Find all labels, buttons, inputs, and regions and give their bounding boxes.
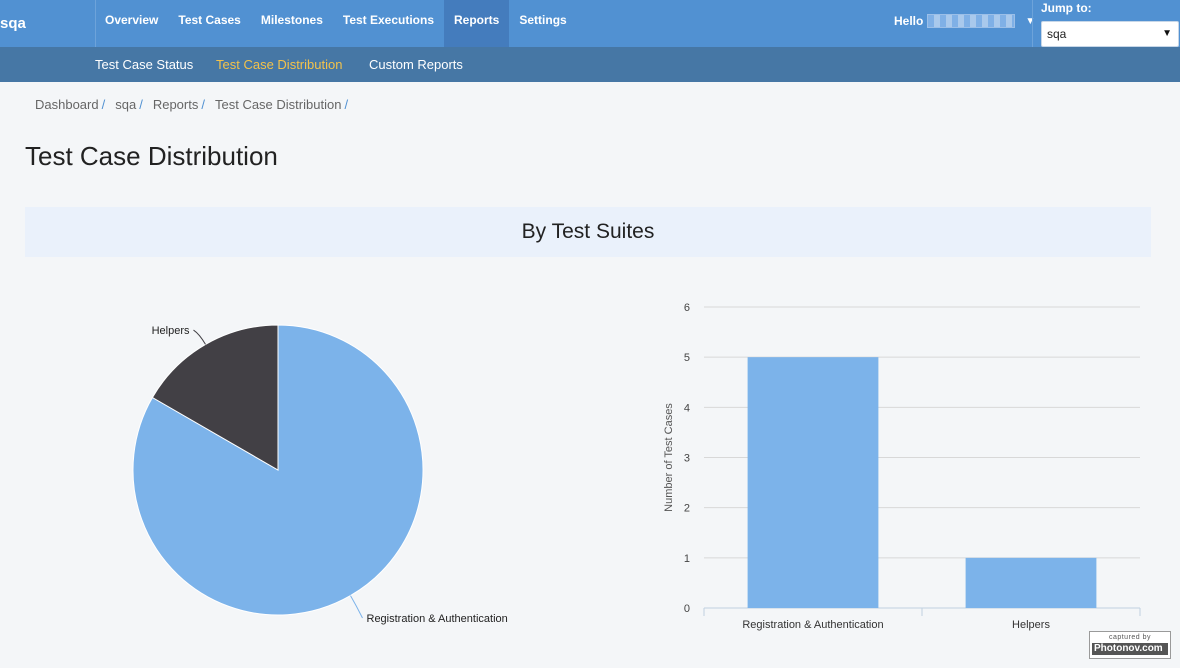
nav-test-cases[interactable]: Test Cases: [178, 13, 241, 27]
breadcrumb-reports[interactable]: Reports: [152, 97, 199, 112]
y-tick-label: 0: [684, 603, 690, 615]
x-tick-label: Registration & Authentication: [742, 619, 883, 631]
main-nav: Overview Test Cases Milestones Test Exec…: [95, 0, 577, 47]
pie-leader-line: [193, 329, 206, 345]
bar[interactable]: [965, 557, 1097, 608]
nav-milestones[interactable]: Milestones: [260, 13, 323, 27]
jump-to-label: Jump to:: [1041, 1, 1092, 15]
y-axis-label: Number of Test Cases: [663, 403, 675, 512]
breadcrumb: Dashboard / sqa / Reports / Test Case Di…: [35, 97, 358, 112]
user-menu[interactable]: Hello ▼: [894, 14, 1035, 28]
bar[interactable]: [747, 357, 879, 608]
redacted-username: [927, 14, 1016, 28]
subnav-test-case-distribution[interactable]: Test Case Distribution: [216, 57, 343, 72]
section-title: By Test Suites: [25, 207, 1151, 257]
jump-to-value: sqa: [1047, 27, 1067, 41]
y-tick-label: 3: [684, 453, 690, 465]
divider: [1032, 0, 1033, 47]
page-title: Test Case Distribution: [25, 141, 278, 171]
nav-test-executions[interactable]: Test Executions: [342, 13, 435, 27]
pie-chart-svg: Registration & Authentication Helpers: [132, 324, 508, 625]
watermark-logo: captured by Photonov.com: [1089, 631, 1171, 659]
nav-settings[interactable]: Settings: [519, 13, 567, 27]
breadcrumb-project[interactable]: sqa: [115, 97, 137, 112]
y-tick-label: 4: [684, 402, 690, 414]
pie-label: Helpers: [152, 325, 190, 337]
y-tick-label: 2: [684, 503, 690, 515]
subnav-custom-reports[interactable]: Custom Reports: [369, 57, 463, 72]
breadcrumb-separator: /: [139, 97, 143, 112]
dropdown-arrow-icon: ▼: [1162, 28, 1172, 39]
divider: [95, 0, 96, 47]
y-tick-label: 5: [684, 352, 690, 364]
caret-down-icon[interactable]: ▼: [1025, 15, 1036, 27]
x-tick-label: Helpers: [1012, 619, 1050, 631]
nav-overview[interactable]: Overview: [105, 13, 159, 27]
project-logo[interactable]: sqa: [0, 15, 26, 32]
bar-chart: 0 1 2 3 4 5 6 Number of Test Cases Registration …: [650, 290, 1155, 640]
breadcrumb-separator: /: [201, 97, 205, 112]
pie-chart: Registration & Authentication Helpers: [100, 300, 560, 640]
pie-leader-line: [350, 595, 363, 619]
jump-to-select[interactable]: sqa ▼: [1041, 21, 1179, 47]
reports-subnav: Test Case Status Test Case Distribution …: [0, 47, 1180, 82]
pie-label: Registration & Authentication: [367, 613, 508, 625]
breadcrumb-separator: /: [101, 97, 106, 112]
top-navbar: sqa Overview Test Cases Milestones Test …: [0, 0, 1180, 47]
nav-reports[interactable]: Reports: [444, 0, 510, 47]
breadcrumb-separator: /: [344, 97, 349, 112]
breadcrumb-current: Test Case Distribution: [214, 97, 342, 112]
bar-chart-svg: 0 1 2 3 4 5 6 Number of Test Cases Registration …: [663, 302, 1141, 631]
breadcrumb-dashboard[interactable]: Dashboard: [35, 97, 99, 112]
greeting-text: Hello: [894, 14, 924, 28]
watermark-line1: captured by: [1108, 634, 1152, 641]
watermark-line2: Photonov.com: [1092, 643, 1168, 655]
subnav-test-case-status[interactable]: Test Case Status: [95, 57, 194, 72]
y-tick-label: 1: [684, 553, 690, 565]
y-tick-label: 6: [684, 302, 690, 314]
